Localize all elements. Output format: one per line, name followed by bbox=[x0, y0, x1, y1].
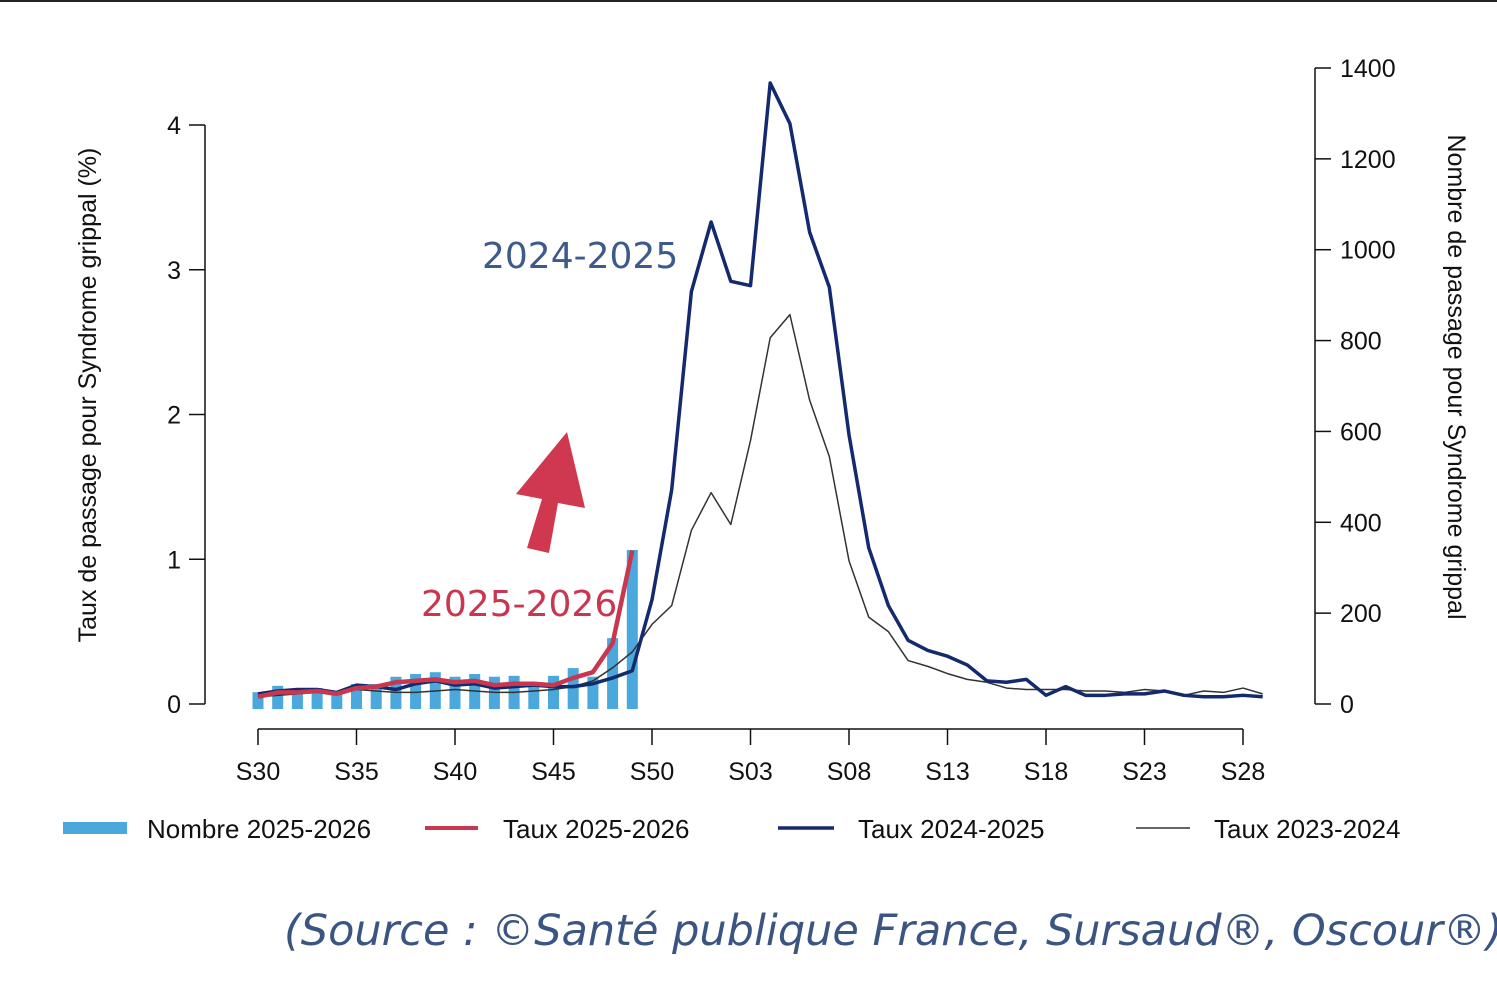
source-caption: (Source : ©Santé publique France, Sursau… bbox=[284, 906, 1497, 956]
x-tick-label: S28 bbox=[1221, 758, 1265, 786]
y-axis-left-label: Taux de passage pour Syndrome grippal (%… bbox=[74, 148, 102, 643]
legend-label: Taux 2025-2026 bbox=[503, 814, 689, 844]
bar-S48 bbox=[607, 638, 619, 709]
lines bbox=[257, 81, 1263, 699]
bar-S30 bbox=[252, 692, 264, 709]
x-tick-label: S18 bbox=[1024, 758, 1068, 786]
x-tick-label: S35 bbox=[334, 758, 378, 786]
legend: Nombre 2025-2026 Taux 2025-2026 Taux 202… bbox=[63, 814, 1400, 844]
line-taux-2025-2026 bbox=[257, 550, 635, 699]
y-tick-label-right: 800 bbox=[1340, 328, 1382, 356]
bar-S40 bbox=[449, 676, 461, 709]
legend-label: Taux 2024-2025 bbox=[858, 814, 1044, 844]
bar-S47 bbox=[587, 676, 599, 709]
legend-label: Taux 2023-2024 bbox=[1214, 814, 1400, 844]
y-tick-label-right: 1000 bbox=[1340, 237, 1396, 265]
bar-S49 bbox=[626, 549, 638, 709]
bar-S45 bbox=[548, 675, 559, 709]
y-tick-label-left: 4 bbox=[167, 112, 181, 140]
annotation-2024-2025: 2024-2025 bbox=[482, 236, 678, 277]
x-tick-label: S03 bbox=[728, 758, 772, 786]
bar-S46 bbox=[567, 668, 579, 709]
bar-S33 bbox=[311, 688, 323, 709]
x-tick-label: S30 bbox=[236, 758, 280, 786]
top-border bbox=[0, 0, 1497, 2]
y-tick-label-left: 3 bbox=[167, 257, 181, 285]
annotation-2025-2026: 2025-2026 bbox=[421, 584, 617, 625]
bar-S34 bbox=[331, 692, 343, 709]
bar-S36 bbox=[370, 684, 382, 709]
y-tick-label-right: 400 bbox=[1340, 509, 1382, 537]
y-tick-label-right: 0 bbox=[1340, 691, 1354, 719]
x-tick-label: S23 bbox=[1122, 758, 1166, 786]
y-tick-label-right: 1200 bbox=[1340, 146, 1396, 174]
y-tick-label-left: 0 bbox=[167, 691, 181, 719]
bar-S38 bbox=[410, 674, 422, 709]
legend-swatch-nombre-2025-2026 bbox=[63, 822, 127, 834]
x-tick-label: S40 bbox=[433, 758, 477, 786]
bar-S44 bbox=[528, 683, 540, 709]
axes: 0 1 2 3 4 0 200 400 600 800 1000 1200 1400 S30 S35 S40 S… bbox=[167, 55, 1396, 786]
y-tick-label-left: 1 bbox=[167, 546, 181, 574]
x-tick-label: S08 bbox=[827, 758, 871, 786]
rising-arrow-icon bbox=[516, 432, 585, 553]
legend-label: Nombre 2025-2026 bbox=[147, 814, 371, 844]
bar-S31 bbox=[272, 685, 284, 709]
y-tick-label-left: 2 bbox=[167, 402, 181, 430]
line-taux-2023-2024 bbox=[257, 313, 1263, 698]
x-tick-label: S45 bbox=[531, 758, 575, 786]
x-tick-label: S13 bbox=[925, 758, 969, 786]
y-axis-right-label: Nombre de passage pour Syndrome grippal bbox=[1442, 135, 1470, 620]
bar-S35 bbox=[351, 684, 362, 709]
bar-S32 bbox=[291, 689, 303, 709]
y-tick-label-right: 600 bbox=[1340, 418, 1382, 446]
y-tick-label-right: 200 bbox=[1340, 600, 1382, 628]
y-tick-label-right: 1400 bbox=[1340, 55, 1396, 83]
x-tick-label: S50 bbox=[630, 758, 674, 786]
